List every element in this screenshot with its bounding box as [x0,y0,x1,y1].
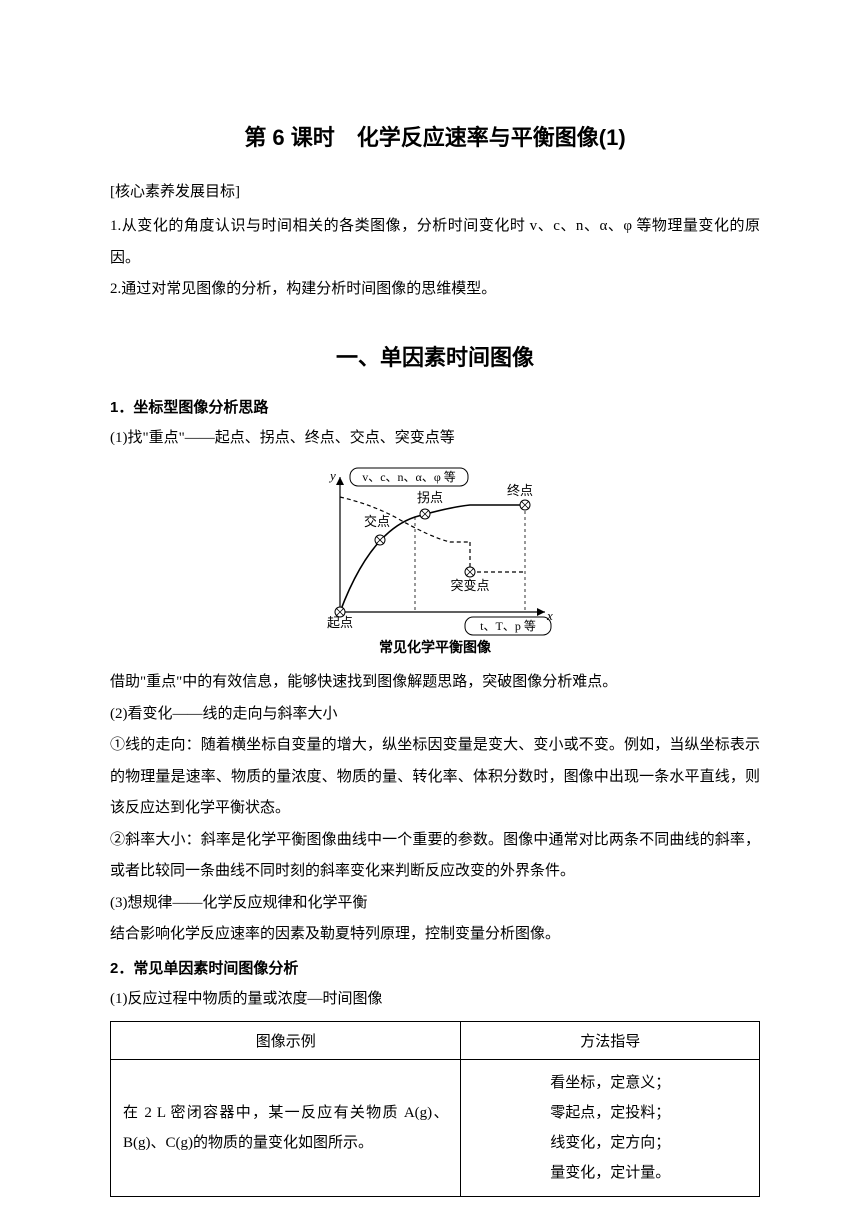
section-1-title: 一、单因素时间图像 [110,340,760,372]
pt-turn: 拐点 [417,490,443,505]
guide-line-1: 看坐标，定意义； [473,1068,747,1098]
p4: (1)反应过程中物质的量或浓度—时间图像 [110,984,760,1016]
table-cell-guide: 看坐标，定意义； 零起点，定投料； 线变化，定方向； 量变化，定计量。 [461,1060,760,1197]
goals-label: [核心素养发展目标] [110,180,760,201]
table-cell-example: 在 2 L 密闭容器中，某一反应有关物质 A(g)、B(g)、C(g)的物质的量… [111,1060,461,1197]
p2a: ①线的走向：随着横坐标自变量的增大，纵坐标因变量是变大、变小或不变。例如，当纵坐… [110,730,760,825]
p1b: 借助"重点"中的有效信息，能够快速找到图像解题思路，突破图像分析难点。 [110,667,760,699]
pt-end: 终点 [507,483,533,498]
y-axis-label: y [328,468,336,483]
p3h: (3)想规律——化学反应规律和化学平衡 [110,888,760,920]
table-header-2: 方法指导 [461,1022,760,1060]
x-box-label: t、T、p 等 [480,619,536,633]
p3: 结合影响化学反应速率的因素及勒夏特列原理，控制变量分析图像。 [110,919,760,951]
analysis-table: 图像示例 方法指导 在 2 L 密闭容器中，某一反应有关物质 A(g)、B(g)… [110,1021,760,1197]
page-title: 第 6 课时 化学反应速率与平衡图像(1) [110,120,760,152]
diagram-caption: 常见化学平衡图像 [379,639,492,656]
p1: (1)找"重点"——起点、拐点、终点、交点、突变点等 [110,423,760,455]
goal-2: 2.通过对常见图像的分析，构建分析时间图像的思维模型。 [110,274,760,306]
pt-jump: 突变点 [450,578,489,593]
goal-1: 1.从变化的角度认识与时间相关的各类图像，分析时间变化时 v、c、n、α、φ 等… [110,211,760,274]
table-header-1: 图像示例 [111,1022,461,1060]
sub-2: 2．常见单因素时间图像分析 [110,957,760,978]
pt-cross: 交点 [364,514,390,529]
guide-line-2: 零起点，定投料； [473,1098,747,1128]
p2b: ②斜率大小：斜率是化学平衡图像曲线中一个重要的参数。图像中通常对比两条不同曲线的… [110,825,760,888]
equilibrium-diagram: y x v、c、n、α、φ 等 起点 交点 拐点 [295,462,575,657]
sub-1: 1．坐标型图像分析思路 [110,396,760,417]
guide-line-4: 量变化，定计量。 [473,1158,747,1188]
pt-start: 起点 [327,615,353,630]
guide-line-3: 线变化，定方向； [473,1128,747,1158]
y-box-label: v、c、n、α、φ 等 [362,470,456,484]
diagram-container: y x v、c、n、α、φ 等 起点 交点 拐点 [110,462,760,657]
p2h: (2)看变化——线的走向与斜率大小 [110,699,760,731]
